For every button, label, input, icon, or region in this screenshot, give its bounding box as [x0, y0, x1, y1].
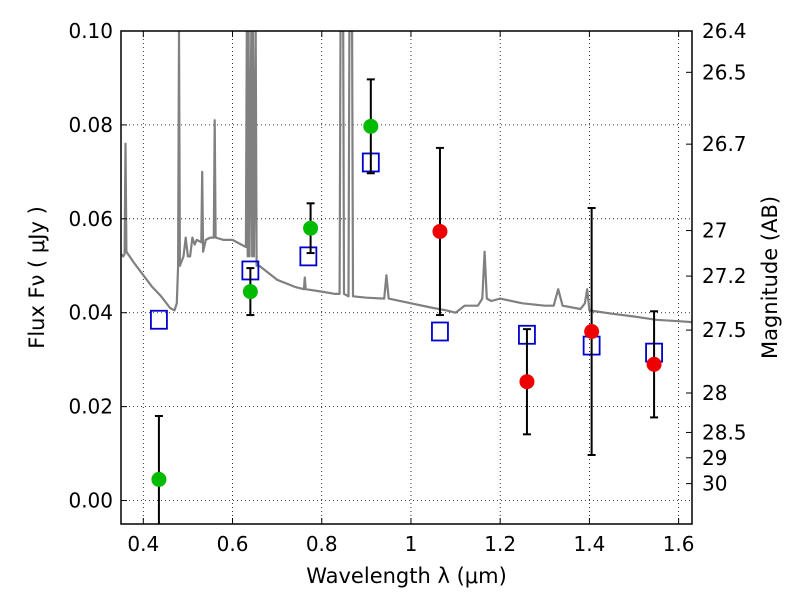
flux-point	[151, 471, 167, 487]
grid	[121, 30, 692, 524]
x-tick-label: 1.4	[573, 532, 605, 556]
x-tick-label: 0.8	[306, 532, 338, 556]
magnitude-tick-label: 27	[702, 219, 727, 243]
x-tick-label: 0.4	[127, 532, 159, 556]
magnitude-tick-label: 26.7	[702, 132, 747, 156]
model-flux-square	[150, 309, 168, 330]
y-axis-label-right: Magnitude (AB)	[758, 196, 782, 359]
magnitude-tick-label: 26.5	[702, 60, 747, 84]
flux-point	[363, 118, 379, 134]
x-tick-label: 0.6	[217, 532, 249, 556]
flux-point	[303, 220, 319, 236]
y-tick-label: 0.00	[68, 489, 113, 513]
x-axis-label: Wavelength λ (μm)	[306, 564, 507, 588]
plot-frame	[120, 30, 693, 525]
flux-point	[242, 284, 258, 300]
magnitude-tick-label: 28	[702, 381, 727, 405]
model-flux-square	[299, 246, 318, 267]
axis-ticks: 0.4 0.6 0.8 1 1.2 1.4 1.6 0.00 0.02 0.04 0.06 0.08 0…	[68, 19, 746, 556]
plot-area	[121, 31, 692, 524]
flux-point	[519, 374, 535, 390]
model-flux-square	[431, 321, 449, 342]
x-tick-label: 1.2	[484, 532, 516, 556]
magnitude-tick-label: 26.4	[702, 19, 747, 43]
y-tick-label: 0.10	[68, 19, 113, 43]
magnitude-tick-label: 27.5	[702, 318, 747, 342]
flux-point	[646, 356, 662, 372]
y-tick-label: 0.06	[68, 207, 113, 231]
flux-point	[584, 323, 600, 339]
magnitude-tick-label: 29	[702, 446, 727, 470]
x-tick-label: 1.6	[663, 532, 695, 556]
y-tick-label: 0.08	[68, 113, 113, 137]
flux-point	[432, 223, 448, 239]
magnitude-tick-label: 30	[702, 472, 727, 496]
y-tick-label: 0.02	[68, 395, 113, 419]
magnitude-tick-label: 27.2	[702, 264, 747, 288]
x-tick-label: 1	[405, 532, 418, 556]
spectrum-line	[121, 31, 692, 324]
magnitude-tick-label: 28.5	[702, 420, 747, 444]
y-tick-label: 0.04	[68, 301, 113, 325]
y-axis-label: Flux Fν ( μJy )	[25, 206, 49, 349]
